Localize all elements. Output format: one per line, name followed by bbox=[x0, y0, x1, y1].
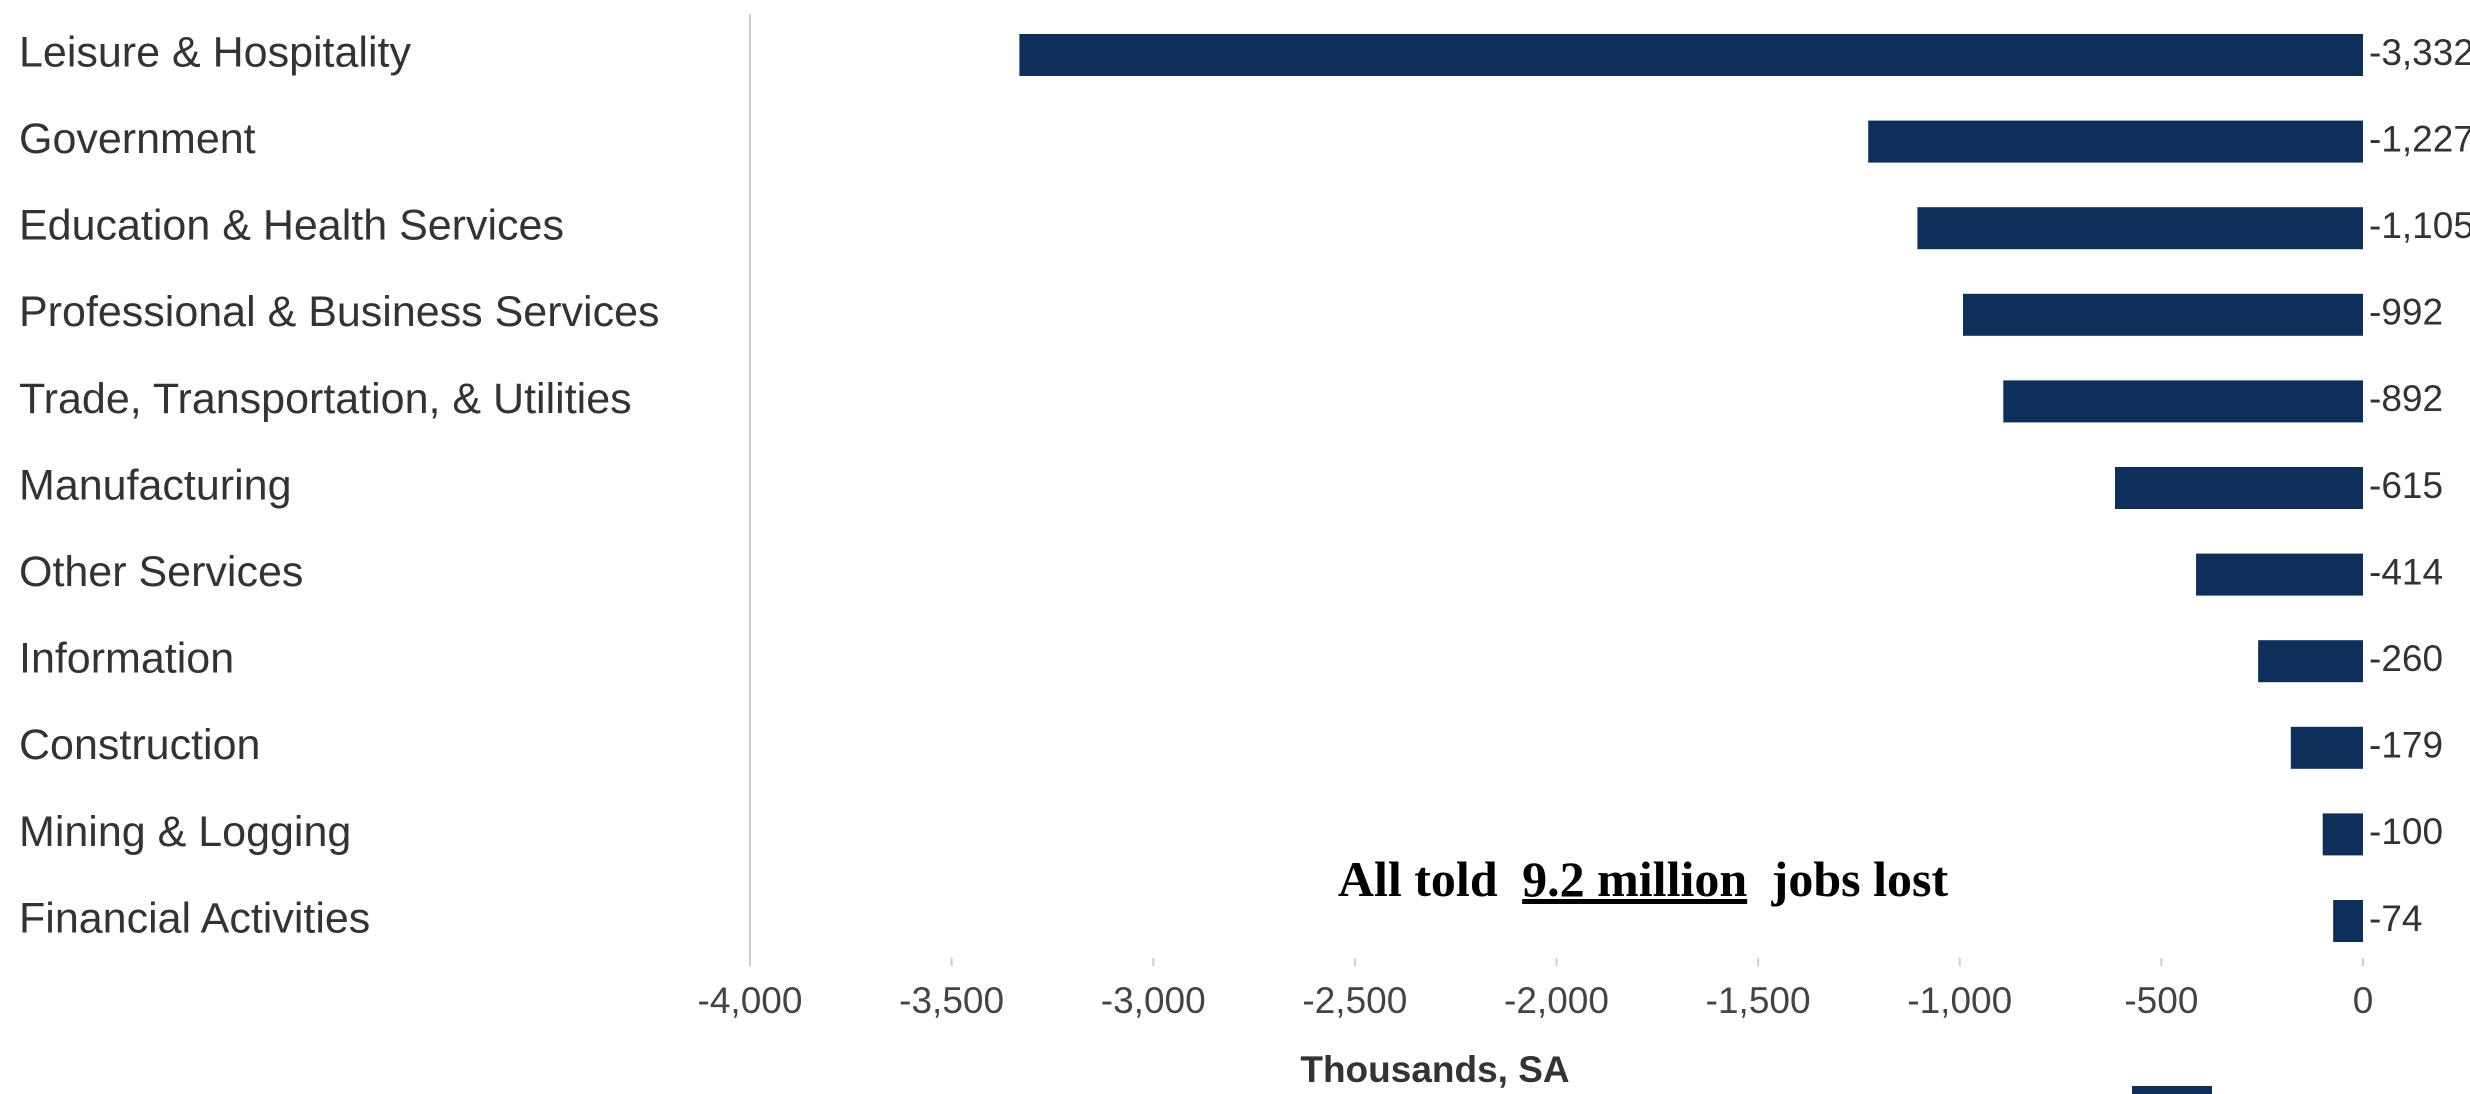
annotation-emphasis: 9.2 million bbox=[1522, 851, 1747, 907]
value-label: -74 bbox=[2369, 898, 2422, 939]
x-tick-label: -3,000 bbox=[1101, 980, 1206, 1021]
value-label: -260 bbox=[2369, 638, 2443, 679]
bar bbox=[2196, 553, 2363, 596]
value-label: -892 bbox=[2369, 378, 2443, 419]
bar bbox=[1962, 293, 2363, 336]
annotation: All told 9.2 million jobs lost bbox=[1338, 851, 1949, 907]
value-label: -179 bbox=[2369, 725, 2443, 766]
bar bbox=[2290, 726, 2363, 769]
x-tick-label: -500 bbox=[2124, 980, 2198, 1021]
bar bbox=[2258, 640, 2363, 683]
x-tick-label: -1,500 bbox=[1706, 980, 1811, 1021]
value-label: -1,227 bbox=[2369, 118, 2470, 159]
bar bbox=[2115, 467, 2363, 509]
value-label: -992 bbox=[2369, 292, 2443, 333]
bar bbox=[2003, 380, 2363, 423]
value-label: -100 bbox=[2369, 811, 2443, 852]
bar bbox=[1868, 120, 2363, 163]
x-tick-label: -2,000 bbox=[1504, 980, 1609, 1021]
category-label: Financial Activities bbox=[19, 894, 370, 942]
category-label: Mining & Logging bbox=[19, 808, 351, 856]
category-label: Other Services bbox=[19, 548, 303, 596]
category-label: Trade, Transportation, & Utilities bbox=[19, 375, 632, 423]
category-label: Government bbox=[19, 115, 256, 163]
bar bbox=[2322, 813, 2363, 856]
category-label: Construction bbox=[19, 721, 260, 769]
legend-swatch bbox=[2132, 1086, 2212, 1094]
category-label: Information bbox=[19, 635, 234, 683]
value-label: -3,332 bbox=[2369, 32, 2470, 73]
category-label: Manufacturing bbox=[19, 461, 292, 509]
category-label: Professional & Business Services bbox=[19, 288, 660, 336]
x-tick-label: -2,500 bbox=[1302, 980, 1407, 1021]
bar bbox=[2333, 900, 2363, 942]
x-tick-label: -3,500 bbox=[899, 980, 1004, 1021]
value-label: -615 bbox=[2369, 465, 2443, 506]
x-axis-title: Thousands, SA bbox=[1300, 1049, 1569, 1090]
value-label: -414 bbox=[2369, 551, 2443, 592]
category-label: Leisure & Hospitality bbox=[19, 28, 411, 76]
bar bbox=[1019, 34, 2363, 76]
x-tick-label: -1,000 bbox=[1907, 980, 2012, 1021]
value-label: -1,105 bbox=[2369, 205, 2470, 246]
x-tick-label: -4,000 bbox=[698, 980, 803, 1021]
annotation-text: All told bbox=[1338, 851, 1498, 907]
annotation-text: jobs lost bbox=[1771, 851, 1949, 907]
bar bbox=[1917, 207, 2363, 250]
category-label: Education & Health Services bbox=[19, 202, 564, 250]
x-tick-label: 0 bbox=[2353, 980, 2374, 1021]
